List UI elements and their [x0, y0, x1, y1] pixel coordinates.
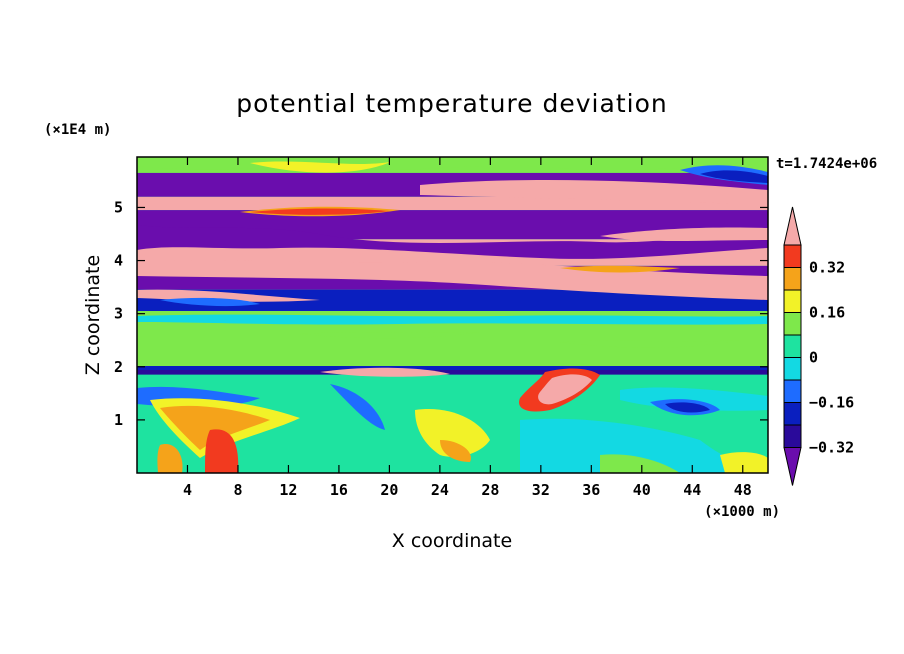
x-tick-label: 24 [431, 481, 449, 499]
colorbar-tick-label: −0.32 [809, 439, 854, 457]
band-2 [137, 196, 768, 211]
y-unit-label: (×1E4 m) [44, 122, 111, 138]
contour-field [137, 157, 768, 473]
colorbar-extend-bottom [783, 447, 802, 486]
colorbar-swatch [783, 379, 802, 403]
colorbar-swatch [783, 312, 802, 336]
y-tick-label: 1 [114, 411, 123, 429]
chart-title: potential temperature deviation [236, 89, 667, 118]
plot-frame [136, 156, 769, 474]
colorbar-swatch [783, 424, 802, 448]
x-tick-label: 48 [734, 481, 752, 499]
band-6 [137, 289, 768, 312]
colorbar-tick-label: 0.32 [809, 259, 845, 277]
x-tick-label: 12 [279, 481, 297, 499]
y-tick-label: 3 [114, 305, 123, 323]
y-tick-label: 2 [114, 358, 123, 376]
x-tick-label: 32 [532, 481, 550, 499]
colorbar-swatch [783, 334, 802, 358]
contour-structures [137, 157, 768, 473]
x-axis-label: X coordinate [392, 530, 512, 552]
colorbar-swatch [783, 357, 802, 381]
x-axis: 4 8 12 16 20 24 28 32 36 40 44 48 [183, 157, 752, 499]
colorbar: 0.32 0.16 0 −0.16 −0.32 [783, 206, 854, 486]
x-tick-label: 44 [683, 481, 701, 499]
colorbar-extend-top [783, 206, 802, 246]
colorbar-tick-label: 0.16 [809, 304, 845, 322]
y-axis-label: Z coordinate [82, 255, 104, 375]
x-tick-label: 36 [582, 481, 600, 499]
colorbar-swatch [783, 289, 802, 313]
colorbar-swatch [783, 244, 802, 268]
colorbar-swatch [783, 267, 802, 291]
x-tick-label: 20 [380, 481, 398, 499]
x-tick-label: 40 [633, 481, 651, 499]
y-axis: 1 2 3 4 5 [114, 198, 768, 429]
colorbar-tick-label: −0.16 [809, 394, 854, 412]
colorbar-swatch [783, 402, 802, 426]
x-tick-label: 28 [481, 481, 499, 499]
x-unit-label: (×1000 m) [704, 504, 780, 520]
x-tick-label: 4 [183, 481, 192, 499]
x-tick-label: 8 [233, 481, 242, 499]
colorbar-tick-label: 0 [809, 349, 818, 367]
x-tick-label: 16 [330, 481, 348, 499]
time-label: t=1.7424e+06 [776, 156, 877, 172]
y-tick-label: 4 [114, 252, 123, 270]
y-tick-label: 5 [114, 198, 123, 216]
